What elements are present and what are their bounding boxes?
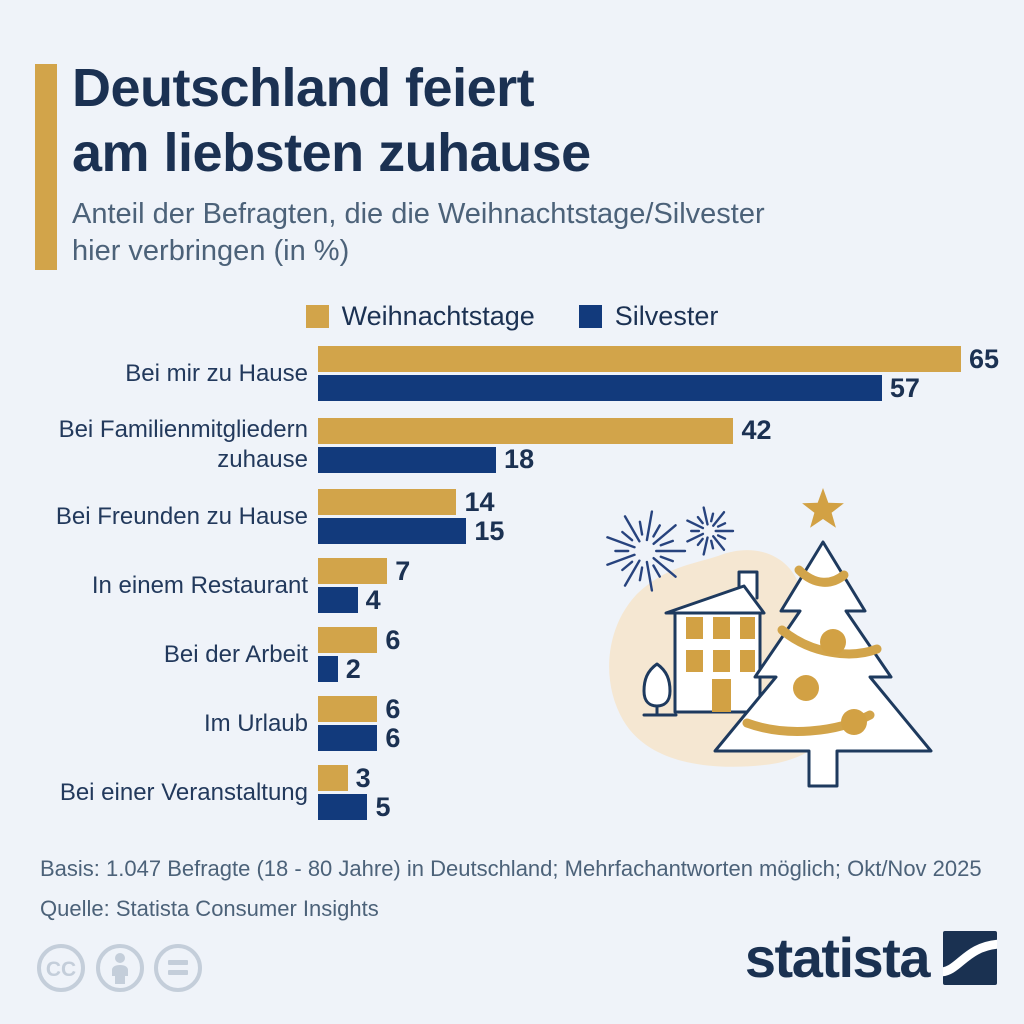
legend-label-weihnachtstage: Weihnachtstage <box>341 301 535 331</box>
subtitle-line-2: hier verbringen (in %) <box>72 235 350 268</box>
bar-chart: Bei mir zu Hause 65 57 Bei Familienmitglied… <box>40 343 1000 834</box>
weihnachtstage-bar <box>318 346 961 372</box>
value-label: 18 <box>504 444 535 474</box>
silvester-bar <box>318 518 467 544</box>
weihnachtstage-bar <box>318 489 457 515</box>
chart-row: Bei Familienmitgliedern zuhause 42 18 <box>40 415 1000 475</box>
legend-item-weihnachtstage: Weihnachtstage <box>305 301 535 332</box>
category-label: Bei Freunden zu Hause <box>55 502 308 530</box>
silvester-bar <box>318 375 882 401</box>
chart-row: Bei der Arbeit 6 2 <box>40 624 1000 684</box>
value-label: 14 <box>464 486 495 517</box>
value-label: 6 <box>385 722 401 753</box>
chart-row: Bei einer Veranstaltung 3 5 <box>40 762 1000 822</box>
value-label: 4 <box>365 584 381 615</box>
chart-row: Bei mir zu Hause 65 57 <box>40 343 1000 403</box>
chart-legend: Weihnachtstage Silvester <box>0 301 1024 332</box>
category-label: Bei einer Veranstaltung <box>59 778 308 806</box>
ornament-ball <box>793 675 819 701</box>
small-tree-icon <box>642 662 678 717</box>
title-line-1: Deutschland feiert <box>72 58 535 118</box>
silvester-bar <box>318 725 378 751</box>
category-label: In einem Restaurant <box>91 571 308 599</box>
title-accent-bar <box>35 64 57 270</box>
weihnachtstage-bar <box>318 696 378 722</box>
value-label: 42 <box>741 415 772 445</box>
value-label: 57 <box>889 372 920 403</box>
value-label: 6 <box>385 624 401 655</box>
statista-logo-icon <box>943 931 997 985</box>
equals-icon <box>154 944 202 992</box>
basis-note: Basis: 1.047 Befragte (18 - 80 Jahre) in… <box>40 856 982 881</box>
value-label: 5 <box>375 791 391 822</box>
christmas-tree-icon <box>713 488 933 788</box>
category-label: Im Urlaub <box>203 709 308 737</box>
page-subtitle: Anteil der Befragten, die die Weihnachts… <box>72 196 765 270</box>
attribution-person-icon <box>96 944 144 992</box>
firework-large-icon <box>606 510 687 592</box>
chart-row: Bei Freunden zu Hause 14 15 <box>40 486 1000 546</box>
house-icon <box>664 570 766 714</box>
value-label: 65 <box>969 343 1000 374</box>
legend-label-silvester: Silvester <box>614 301 719 331</box>
value-label: 6 <box>385 693 401 724</box>
weihnachtstage-bar <box>318 417 734 444</box>
cc-icon: CC <box>37 944 85 992</box>
footnote: Basis: 1.047 Befragte (18 - 80 Jahre) in… <box>40 849 982 928</box>
title-line-2: am liebsten zuhause <box>72 122 591 183</box>
ornament-ball <box>841 709 867 735</box>
weihnachtstage-bar <box>318 627 378 653</box>
christmas-illustration <box>606 488 933 788</box>
silvester-bar <box>318 656 338 682</box>
category-label: Bei Familienmitgliedern zuhause <box>58 416 308 473</box>
category-label: Bei mir zu Hause <box>125 359 308 387</box>
statista-branding: statista <box>745 930 997 986</box>
tree-star-icon <box>802 488 844 528</box>
page-title: Deutschland feiert am liebsten zuhause <box>72 56 591 186</box>
chart-row: In einem Restaurant 7 4 <box>40 555 1000 615</box>
source-note: Quelle: Statista Consumer Insights <box>40 895 379 921</box>
silvester-bar <box>318 446 497 473</box>
silvester-swatch <box>578 305 602 328</box>
weihnachtstage-bar <box>318 765 348 791</box>
subtitle-line-1: Anteil der Befragten, die die Weihnachts… <box>72 198 765 230</box>
weihnachtstage-bar <box>318 558 388 584</box>
statista-wordmark: statista <box>744 926 931 989</box>
creative-commons-badges: CC <box>37 944 202 992</box>
value-label: 7 <box>395 555 411 586</box>
garland-top <box>794 565 849 587</box>
value-label: 2 <box>345 653 361 684</box>
silvester-bar <box>318 587 358 613</box>
value-label: 15 <box>474 515 505 546</box>
legend-item-silvester: Silvester <box>578 301 719 332</box>
svg-text:CC: CC <box>46 958 76 981</box>
value-label: 3 <box>355 762 371 793</box>
ornament-ball <box>820 629 846 655</box>
firework-small-icon <box>686 506 735 556</box>
category-label: Bei der Arbeit <box>163 640 308 668</box>
silvester-bar <box>318 794 368 820</box>
weihnachtstage-swatch <box>305 305 329 328</box>
chart-row: Im Urlaub 6 6 <box>40 693 1000 753</box>
